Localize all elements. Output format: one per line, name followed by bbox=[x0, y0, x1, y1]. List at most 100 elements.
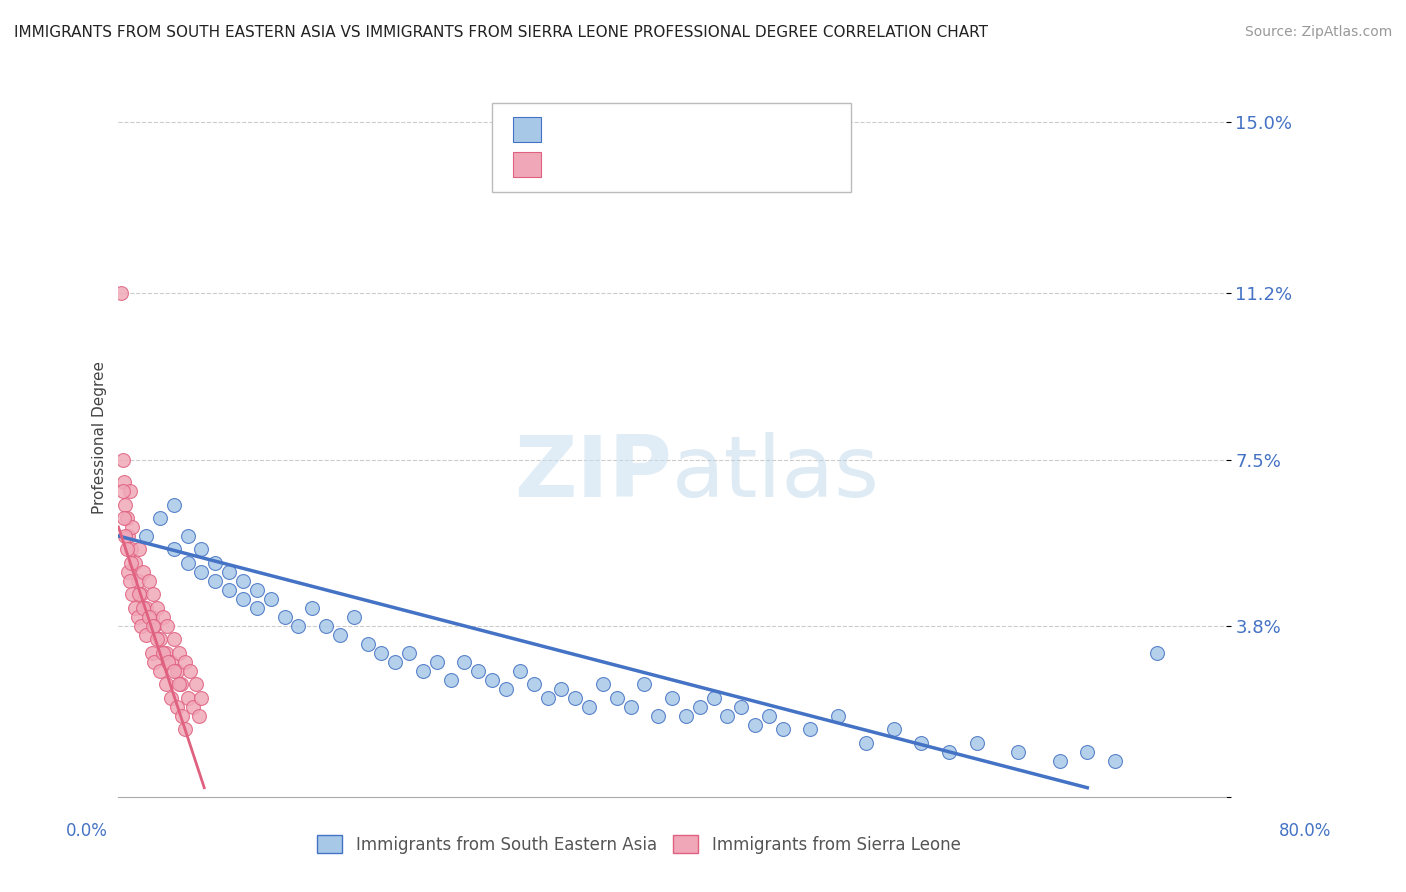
Point bbox=[111, 483, 134, 498]
Point bbox=[246, 582, 269, 597]
Point bbox=[176, 556, 198, 570]
Point bbox=[169, 677, 191, 691]
Point bbox=[758, 708, 780, 723]
Point bbox=[315, 619, 337, 633]
Point bbox=[260, 591, 283, 606]
Point bbox=[179, 664, 201, 678]
Point bbox=[141, 610, 163, 624]
Point bbox=[1076, 745, 1098, 759]
Point bbox=[117, 529, 139, 543]
Point bbox=[163, 632, 186, 647]
Point bbox=[966, 736, 988, 750]
Point bbox=[127, 610, 149, 624]
Point bbox=[128, 587, 150, 601]
Point bbox=[772, 723, 794, 737]
Text: N =: N = bbox=[679, 156, 731, 174]
Point bbox=[606, 690, 628, 705]
Point bbox=[246, 601, 269, 615]
Point bbox=[232, 574, 254, 588]
Point bbox=[142, 587, 165, 601]
Point bbox=[384, 655, 406, 669]
Point bbox=[156, 619, 179, 633]
Point bbox=[218, 565, 240, 579]
Point bbox=[218, 582, 240, 597]
Point bbox=[129, 587, 152, 601]
Legend: Immigrants from South Eastern Asia, Immigrants from Sierra Leone: Immigrants from South Eastern Asia, Immi… bbox=[311, 829, 967, 860]
Point bbox=[132, 601, 155, 615]
Point bbox=[181, 699, 204, 714]
Point bbox=[398, 646, 420, 660]
Point bbox=[172, 708, 194, 723]
Point bbox=[329, 628, 352, 642]
Point bbox=[204, 574, 226, 588]
Point bbox=[166, 664, 188, 678]
Point bbox=[152, 646, 174, 660]
Text: 0.0%: 0.0% bbox=[66, 822, 108, 840]
Point bbox=[121, 520, 143, 534]
Point bbox=[127, 574, 149, 588]
Point bbox=[426, 655, 449, 669]
Point bbox=[799, 723, 821, 737]
Point bbox=[716, 708, 738, 723]
Point bbox=[115, 511, 138, 525]
Point bbox=[163, 542, 186, 557]
Point bbox=[160, 690, 183, 705]
Point bbox=[910, 736, 932, 750]
Point bbox=[149, 511, 172, 525]
Point bbox=[273, 610, 295, 624]
Point bbox=[661, 690, 683, 705]
Point bbox=[132, 565, 155, 579]
Point bbox=[509, 664, 531, 678]
Point bbox=[124, 556, 146, 570]
Point bbox=[744, 718, 766, 732]
Point bbox=[730, 699, 752, 714]
Point bbox=[121, 587, 143, 601]
Point bbox=[550, 681, 572, 696]
Point bbox=[141, 646, 163, 660]
Y-axis label: Professional Degree: Professional Degree bbox=[93, 360, 107, 514]
Text: -0.747: -0.747 bbox=[598, 120, 662, 138]
Point bbox=[675, 708, 697, 723]
Point bbox=[412, 664, 434, 678]
Point bbox=[166, 699, 188, 714]
Point bbox=[703, 690, 725, 705]
Point bbox=[370, 646, 392, 660]
Point bbox=[170, 677, 193, 691]
Point bbox=[1007, 745, 1029, 759]
Point bbox=[146, 632, 169, 647]
Point bbox=[592, 677, 614, 691]
Point bbox=[124, 601, 146, 615]
Point bbox=[149, 664, 172, 678]
Point bbox=[155, 677, 177, 691]
Point bbox=[146, 601, 169, 615]
Point bbox=[287, 619, 309, 633]
Point bbox=[232, 591, 254, 606]
Point bbox=[110, 286, 132, 301]
Point bbox=[356, 637, 378, 651]
Point bbox=[301, 601, 323, 615]
Point bbox=[633, 677, 655, 691]
Point bbox=[128, 542, 150, 557]
Text: Source: ZipAtlas.com: Source: ZipAtlas.com bbox=[1244, 25, 1392, 39]
Point bbox=[883, 723, 905, 737]
Point bbox=[169, 646, 191, 660]
Point bbox=[112, 511, 135, 525]
Point bbox=[160, 655, 183, 669]
Text: ZIP: ZIP bbox=[515, 432, 672, 515]
Point bbox=[152, 610, 174, 624]
Point bbox=[190, 542, 212, 557]
Point bbox=[619, 699, 641, 714]
Text: -0.431: -0.431 bbox=[598, 156, 662, 174]
Point bbox=[118, 483, 141, 498]
Point bbox=[173, 655, 195, 669]
Point bbox=[647, 708, 669, 723]
Point bbox=[564, 690, 586, 705]
Point bbox=[118, 574, 141, 588]
Point bbox=[190, 690, 212, 705]
Point bbox=[536, 690, 558, 705]
Point bbox=[173, 723, 195, 737]
Point bbox=[112, 475, 135, 489]
Point bbox=[120, 556, 142, 570]
Text: 66: 66 bbox=[738, 120, 763, 138]
Point bbox=[938, 745, 960, 759]
